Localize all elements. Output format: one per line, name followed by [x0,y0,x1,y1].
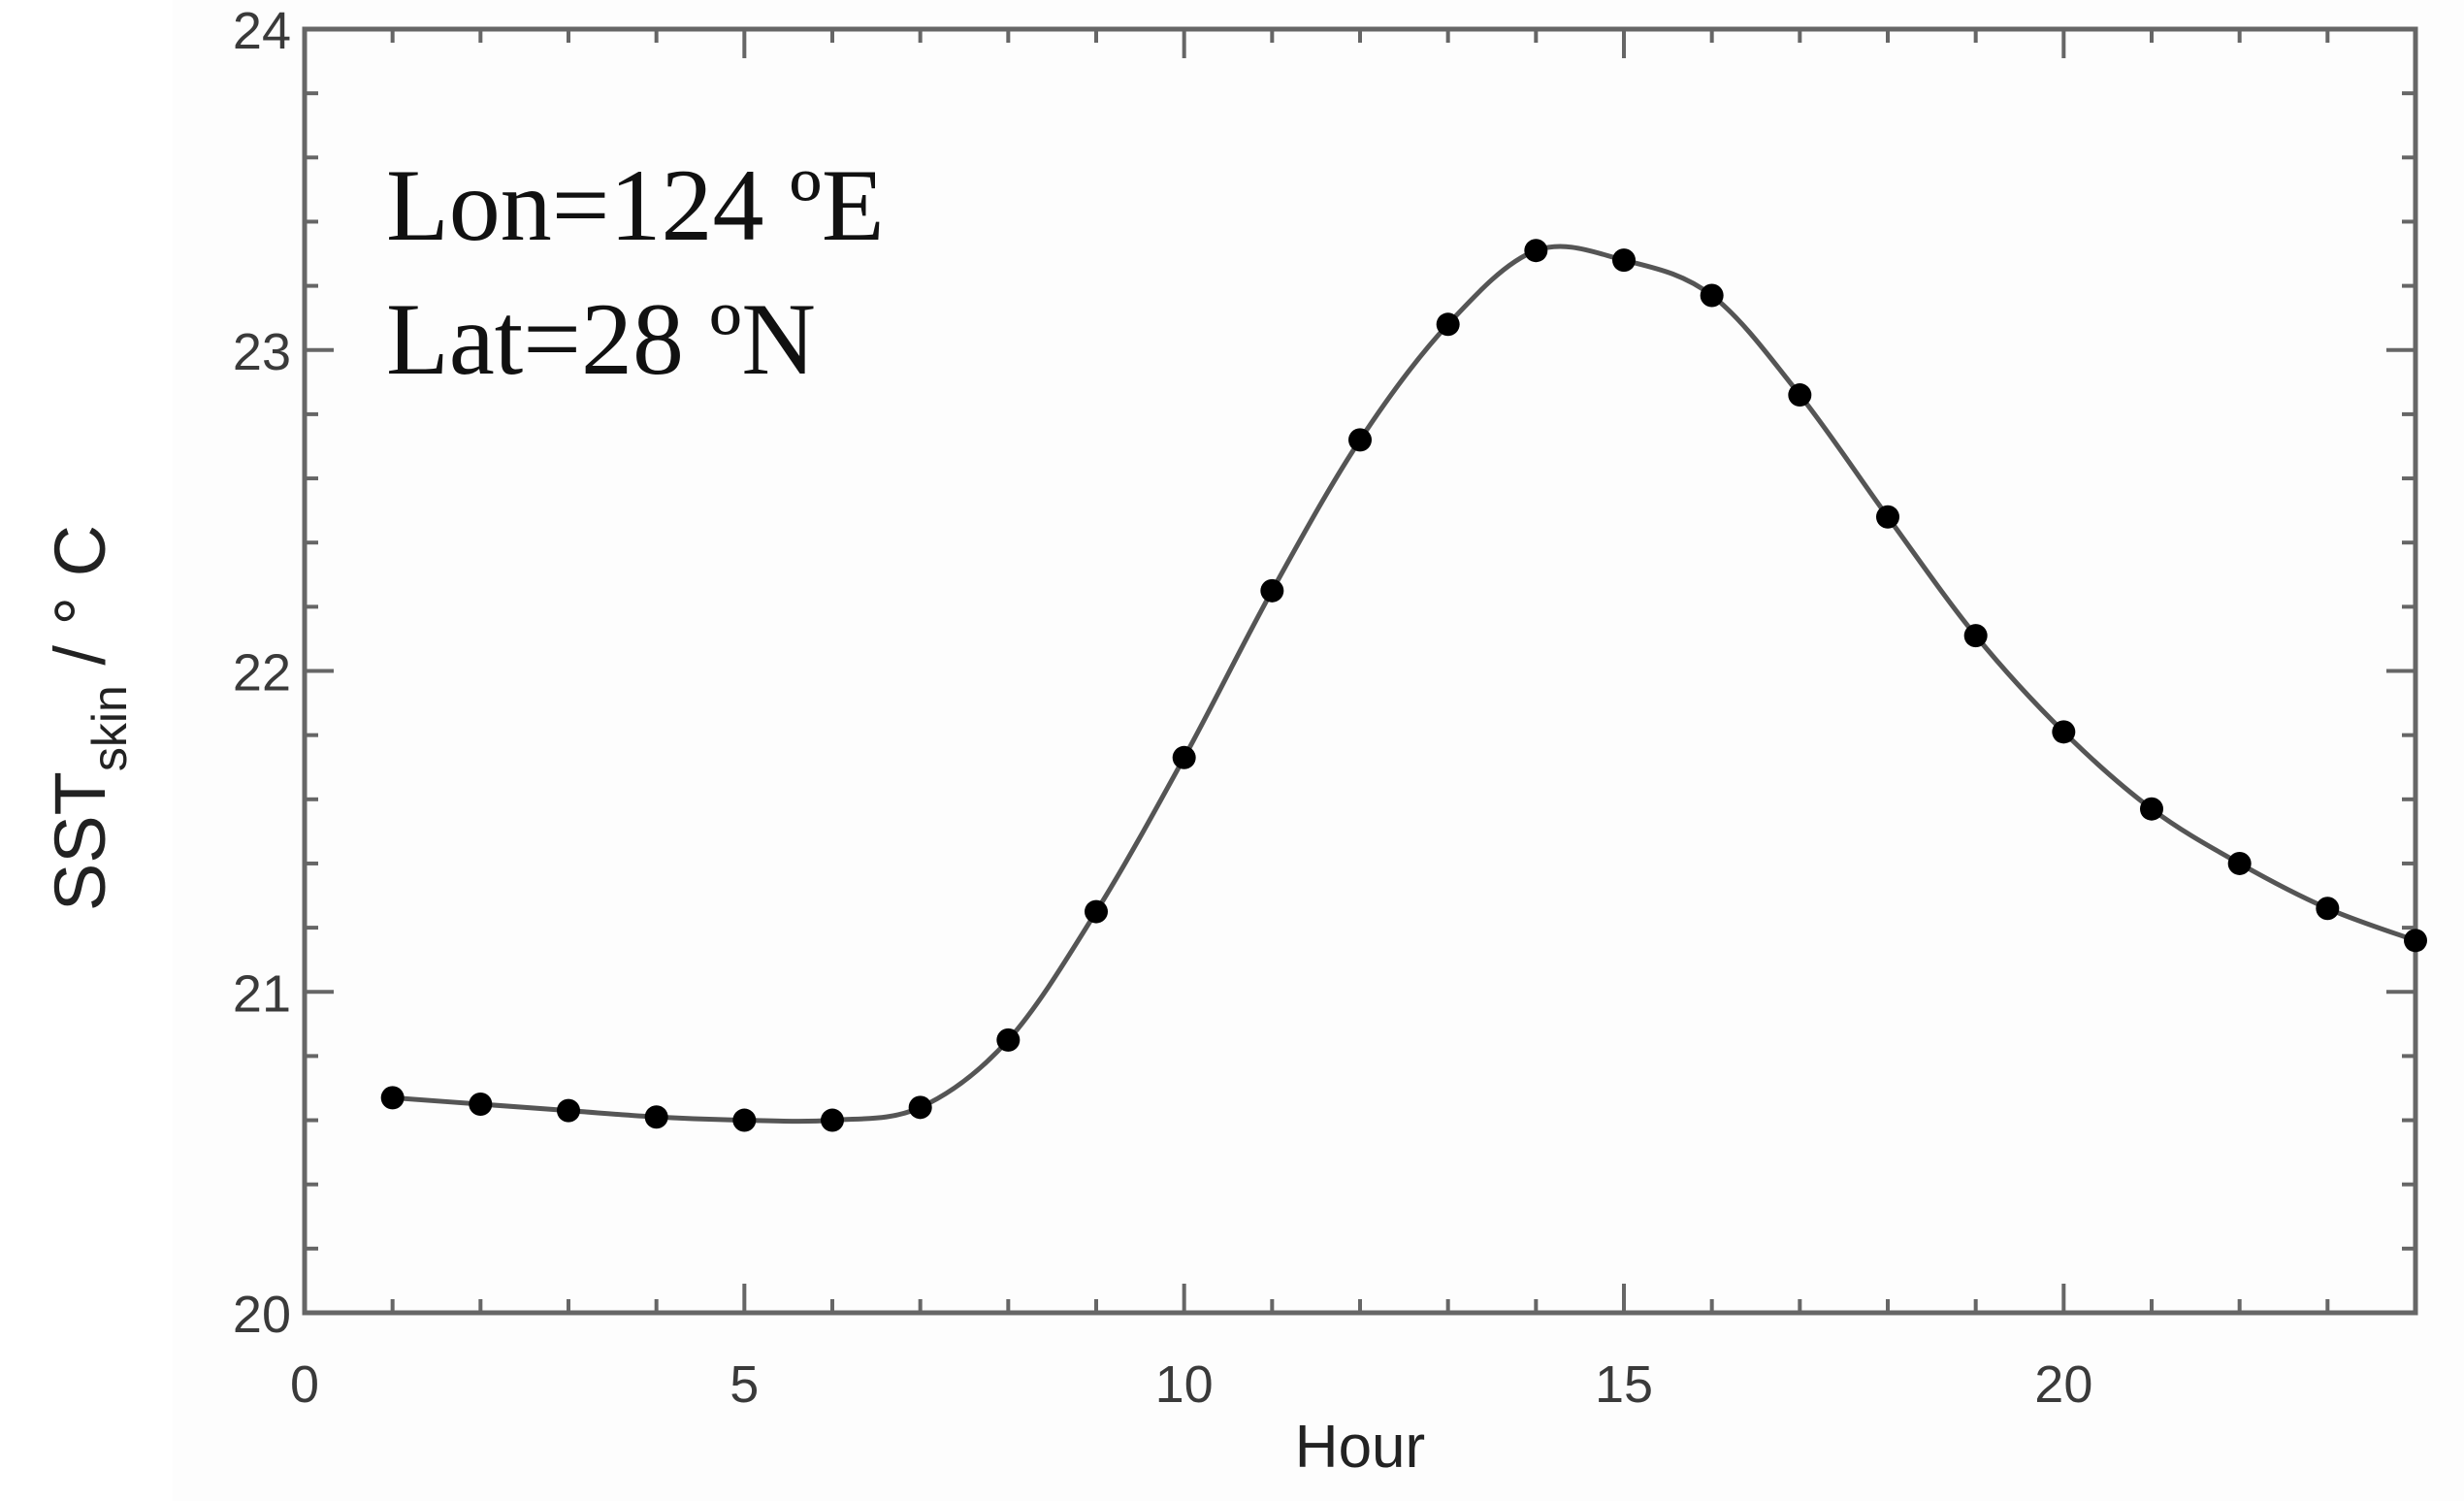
svg-text:SSTskin / ° C: SSTskin / ° C [40,525,137,911]
y-tick-label: 24 [233,2,291,60]
data-point [469,1093,493,1117]
data-point [1788,383,1812,408]
data-point [732,1108,757,1132]
tick-labels: 0 5 10 15 20 20 21 22 23 24 [233,2,2092,1414]
annotation-lon: Lon=124 ºE [386,148,885,262]
x-tick-label: 20 [2034,1355,2092,1414]
data-point [2404,929,2427,953]
data-point [1524,239,1548,263]
data-point [1085,899,1108,924]
annotation-lat: Lat=28 ºN [386,282,816,396]
y-tick-label: 23 [233,323,291,381]
data-point [1348,428,1372,452]
x-tick-label: 5 [729,1355,759,1414]
data-point [1700,283,1724,308]
data-point [2227,851,2252,875]
data-point [996,1028,1021,1052]
data-point [2140,797,2163,821]
data-point [1172,745,1196,769]
y-axis-label-sub: skin [82,685,137,771]
series-markers [380,239,2427,1132]
data-point [1963,624,1988,648]
x-tick-label: 10 [1155,1355,1214,1414]
y-tick-label: 22 [233,644,291,702]
data-point [557,1098,580,1123]
data-point [821,1108,844,1132]
data-point [908,1095,932,1120]
data-point [1612,248,1636,273]
x-tick-label: 15 [1595,1355,1653,1414]
data-point [1260,578,1284,603]
x-tick-label: 0 [290,1355,319,1414]
data-point [1436,312,1460,337]
data-point [2052,720,2076,744]
y-tick-label: 20 [233,1286,291,1344]
data-point [644,1105,668,1129]
y-axis-label-main: SST [40,771,120,911]
plot-frame [302,26,2418,1316]
y-tick-label: 21 [233,964,291,1023]
data-point [2316,897,2340,921]
data-point [1876,505,1899,529]
y-axis-label-unit: / ° C [40,525,120,685]
data-point [380,1086,405,1110]
y-axis-label: SSTskin / ° C [40,525,137,911]
x-axis-label: Hour [1295,1414,1425,1481]
